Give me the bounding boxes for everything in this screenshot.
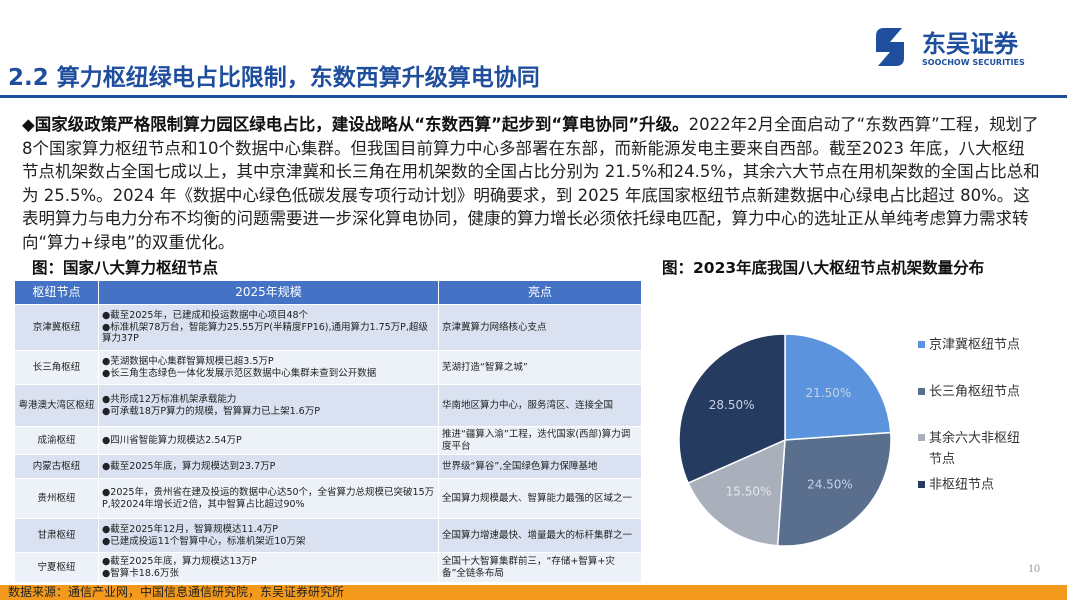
legend-swatch	[918, 388, 925, 395]
caption: 图：2023年底我国八大枢纽节点机架数量分布	[662, 259, 985, 277]
title: 2.2 算力枢纽绿电占比限制，东数西算升级算电协同	[8, 65, 540, 91]
legend-label: 京津冀枢纽节点	[929, 337, 1020, 353]
cell: 全国算力增速最快、增量最大的标杆集群之一	[438, 518, 642, 553]
cell: ●截至2025年12月，智算规模达11.4万P ●已建成投运11个智算中心，标准机…	[98, 518, 439, 553]
bullet: ●四川省智能算力规模达2.54万P	[102, 434, 242, 446]
page-number: 10	[1028, 561, 1040, 575]
column-header: 2025年规模	[98, 280, 439, 305]
cell: ●截至2025年底，算力规模达13万P ●智算卡18.6万张	[98, 552, 439, 583]
table-row: 甘肃枢纽 ●截至2025年12月，智算规模达11.4万P ●已建成投运11个智算中心…	[14, 518, 642, 553]
cell: 内蒙古枢纽	[14, 454, 99, 479]
cell: ●四川省智能算力规模达2.54万P	[98, 426, 439, 455]
table-row: 成渝枢纽 ●四川省智能算力规模达2.54万P 推进“疆算入渝”工程，迭代国家(西部)…	[14, 426, 642, 455]
bullet: ●可承载18万P算力的规模，智算算力已上架1.6万P	[102, 405, 320, 417]
cell: 贵州枢纽	[14, 478, 99, 519]
column-header: 枢纽节点	[14, 280, 99, 305]
pie-slice	[678, 333, 786, 485]
bullet: ●标准机架78万台，智能算力25.55万P(半精度FP16),通用算力1.75万…	[102, 321, 428, 345]
legend-label: 其余六大非枢纽节点	[929, 430, 1020, 467]
cell: 京津冀枢纽	[14, 304, 99, 351]
cell: 甘肃枢纽	[14, 518, 99, 553]
cell: ●芜湖数据中心集群智算规模已超3.5万P ●长三角生态绿色一体化发展示范区数据中心…	[98, 350, 439, 385]
logo-en: SOOCHOW SECURITIES	[922, 58, 1025, 67]
bullet: ●截至2025年，已建成和投运数据中心项目48个	[102, 310, 309, 322]
data-label: 28.50%	[709, 398, 755, 412]
pie-slice	[687, 438, 786, 547]
cell: 推进“疆算入渝”工程，迭代国家(西部)算力调度平台	[438, 426, 642, 455]
text: 2022年2月全面启动了“东数西算”工程，规划了8个国家算力枢纽节点和10个数据…	[22, 115, 1040, 252]
bullet: ●长三角生态绿色一体化发展示范区数据中心集群未查到公开数据	[102, 367, 377, 379]
cell: 全国十大智算集群前三，“存储+智算+灾备”全链条布局	[438, 552, 642, 583]
caption: 图：国家八大算力枢纽节点	[32, 259, 219, 277]
cell: 芜湖打造“智算之城”	[438, 350, 642, 385]
footer: 数据来源：通信产业网，中国信息通信研究院，东吴证券研究所	[0, 585, 1067, 600]
pie-slice	[784, 333, 892, 441]
bullet: ●2025年，贵州省在建及投运的数据中心达50个，全省算力总规模已突破15万P,…	[102, 487, 435, 510]
cell: 全国算力规模最大、智算能力最强的区域之一	[438, 478, 642, 519]
legend-swatch	[918, 341, 925, 348]
bullet: ●智算卡18.6万张	[102, 567, 179, 579]
data-label: 21.50%	[805, 386, 851, 400]
table: 枢纽节点 2025年规模 亮点 京津冀枢纽 ●截至2025年，已建成和投运数据中心项目4…	[14, 280, 642, 583]
cell: ●共形成12万标准机架承载能力 ●可承载18万P算力的规模，智算算力已上架1.6万…	[98, 384, 439, 427]
data-label: 24.50%	[807, 477, 853, 491]
data-label: 15.50%	[726, 485, 772, 499]
table-row: 长三角枢纽 ●芜湖数据中心集群智算规模已超3.5万P ●长三角生态绿色一体化发展示范…	[14, 350, 642, 385]
logo-icon	[876, 28, 904, 66]
legend-swatch	[918, 434, 925, 441]
legend-label: 长三角枢纽节点	[929, 385, 1020, 400]
bullet: ●共形成12万标准机架承载能力	[102, 394, 237, 405]
cell: ●2025年，贵州省在建及投运的数据中心达50个，全省算力总规模已突破15万P,…	[98, 478, 439, 519]
cell: 成渝枢纽	[14, 426, 99, 455]
table-row: 贵州枢纽 ●2025年，贵州省在建及投运的数据中心达50个，全省算力总规模已突破1…	[14, 478, 642, 519]
cell: 长三角枢纽	[14, 350, 99, 385]
pie-slice	[776, 431, 892, 547]
bullet: ●截至2025年底，算力规模达到23.7万P	[102, 460, 276, 472]
paragraph: ◆国家级政策严格限制算力园区绿电占比，建设战略从“东数西算”起步到“算电协同”升…	[22, 113, 1040, 254]
legend-label: 非枢纽节点	[929, 478, 994, 493]
cell: 京津冀算力网络核心支点	[438, 304, 642, 351]
cell: 粤港澳大湾区枢纽	[14, 384, 99, 427]
column-header: 亮点	[438, 280, 642, 305]
table-row: 宁夏枢纽 ●截至2025年底，算力规模达13万P ●智算卡18.6万张 全国十大智算集…	[14, 552, 642, 583]
table-row: 粤港澳大湾区枢纽 ●共形成12万标准机架承载能力 ●可承载18万P算力的规模，智算算…	[14, 384, 642, 427]
table-row: 内蒙古枢纽 ●截至2025年底，算力规模达到23.7万P 世界级“算谷”,全国绿色算…	[14, 454, 642, 479]
rule	[0, 95, 1067, 98]
cell: 华南地区算力中心，服务湾区、连接全国	[438, 384, 642, 427]
header-row: 枢纽节点 2025年规模 亮点	[14, 280, 642, 305]
cell: ●截至2025年，已建成和投运数据中心项目48个 ●标准机架78万台，智能算力25…	[98, 304, 439, 351]
table-row: 京津冀枢纽 ●截至2025年，已建成和投运数据中心项目48个 ●标准机架78万台，智…	[14, 304, 642, 351]
bullet: ●截至2025年底，算力规模达13万P	[102, 556, 257, 567]
logo-text: 东吴证券	[922, 30, 1019, 58]
lead: ◆国家级政策严格限制算力园区绿电占比，建设战略从“东数西算”起步到“算电协同”升…	[22, 115, 689, 134]
legend-swatch	[918, 481, 925, 488]
cell: ●截至2025年底，算力规模达到23.7万P	[98, 454, 439, 479]
cell: 宁夏枢纽	[14, 552, 99, 583]
cell: 世界级“算谷”,全国绿色算力保障基地	[438, 454, 642, 479]
bullet: ●芜湖数据中心集群智算规模已超3.5万P	[102, 356, 274, 367]
bullet: ●已建成投运11个智算中心，标准机架近10万架	[102, 535, 306, 547]
bullet: ●截至2025年12月，智算规模达11.4万P	[102, 524, 278, 535]
